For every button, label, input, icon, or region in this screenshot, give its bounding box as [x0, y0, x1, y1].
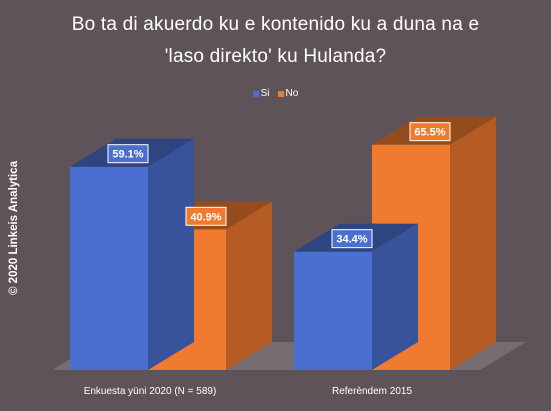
legend-swatch-si [252, 90, 259, 97]
data-label-no-1: 65.5% [414, 127, 445, 139]
legend-label-si: Si [260, 88, 270, 99]
chart-title-line-1: Bo ta di akuerdo ku e kontenido ku a dun… [71, 14, 480, 35]
x-tick-label-survey: Enkuesta yüni 2020 (N = 589) [83, 386, 217, 397]
data-label-si-0: 59.1% [112, 149, 143, 161]
legend-label-no: No [285, 88, 299, 99]
data-label-si-1: 34.4% [336, 234, 367, 246]
legend-item-si: Si [252, 88, 270, 99]
chart-title-line-2: 'laso direkto' ku Hulanda? [164, 46, 387, 67]
data-label-no-0: 40.9% [190, 211, 221, 223]
bar-no-1-side [450, 116, 496, 371]
legend: Si No [0, 88, 551, 99]
legend-swatch-no [277, 90, 284, 97]
legend-item-no: No [277, 88, 299, 99]
data-label-si-1-box [331, 229, 373, 249]
bar-no-0-side [226, 201, 272, 370]
data-label-si-0-box [107, 144, 149, 164]
data-label-no-0-box [185, 206, 227, 226]
data-label-no-1-box [409, 122, 451, 142]
bar-si-0-side [148, 138, 194, 370]
bar-si-0-front [70, 166, 148, 370]
x-tick-label-referendum: Referèndem 2015 [331, 386, 413, 397]
bar-si-1-front [294, 251, 372, 370]
bar-si-1-side [372, 223, 418, 370]
